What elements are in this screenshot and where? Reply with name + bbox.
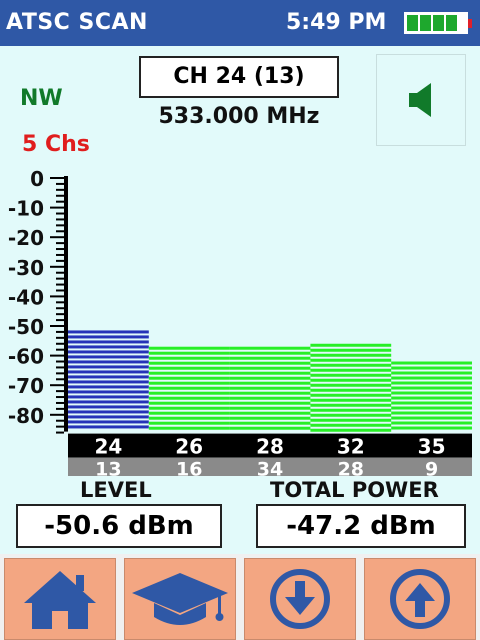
channel-label-26: 26	[175, 435, 203, 459]
y-minor-tick	[56, 271, 64, 274]
secondary-label-32: 28	[338, 459, 364, 476]
frequency-label: 533.000 MHz	[158, 104, 320, 129]
y-tick-label: -20	[8, 226, 44, 250]
bar-ch-32	[310, 343, 392, 432]
y-minor-tick	[56, 407, 64, 410]
y-minor-tick	[56, 342, 64, 345]
y-minor-tick	[56, 425, 64, 428]
y-minor-tick	[56, 419, 64, 422]
secondary-label-24: 13	[95, 459, 121, 476]
graduation-cap-icon	[132, 573, 228, 625]
y-minor-tick	[56, 253, 64, 256]
y-major-tick	[50, 325, 64, 327]
channel-label-32: 32	[337, 435, 365, 459]
bar-ch-24	[68, 330, 149, 429]
scroll-up-button[interactable]	[364, 558, 476, 640]
home-icon	[24, 571, 96, 629]
y-minor-tick	[56, 289, 64, 292]
y-major-tick	[50, 177, 64, 179]
y-minor-tick	[56, 212, 64, 215]
level-label: LEVEL	[80, 478, 152, 502]
y-major-tick	[50, 236, 64, 239]
y-major-tick	[50, 206, 64, 209]
y-minor-tick	[56, 283, 64, 286]
channel-label-28: 28	[256, 435, 284, 459]
secondary-label-26: 16	[176, 459, 202, 476]
y-major-tick	[50, 295, 64, 298]
y-minor-tick	[56, 313, 64, 316]
y-minor-tick	[56, 366, 64, 369]
y-minor-tick	[56, 336, 64, 339]
y-minor-tick	[56, 188, 64, 191]
y-minor-tick	[56, 330, 64, 333]
y-minor-tick	[56, 259, 64, 262]
y-minor-tick	[56, 248, 64, 251]
y-major-tick	[50, 413, 64, 416]
y-tick-label: -80	[8, 404, 44, 428]
direction-label: NW	[20, 86, 63, 111]
channel-level-chart: 0-10-20-30-40-50-60-70-80241326162834322…	[8, 167, 472, 476]
bar-ch-26	[148, 346, 230, 430]
home-button[interactable]	[4, 558, 116, 640]
up-arrow-icon	[390, 569, 450, 629]
secondary-band	[68, 457, 472, 476]
app-title: ATSC SCAN	[6, 10, 148, 35]
y-tick-label: -50	[8, 315, 44, 339]
training-button[interactable]	[124, 558, 236, 640]
y-minor-tick	[56, 200, 64, 203]
channel-count: 5 Chs	[22, 132, 90, 157]
channel-label-35: 35	[418, 435, 446, 459]
y-minor-tick	[56, 242, 64, 245]
battery-icon	[404, 12, 472, 34]
y-minor-tick	[56, 401, 64, 404]
y-major-tick	[50, 384, 64, 387]
bar-ch-35	[391, 361, 472, 430]
y-major-tick	[50, 265, 64, 268]
speaker-button[interactable]	[376, 54, 466, 146]
y-minor-tick	[56, 224, 64, 227]
y-minor-tick	[56, 378, 64, 381]
y-tick-label: -40	[8, 285, 44, 309]
y-minor-tick	[56, 218, 64, 221]
secondary-label-28: 34	[257, 459, 283, 476]
speaker-icon	[409, 83, 431, 117]
y-minor-tick	[56, 372, 64, 375]
y-tick-label: -70	[8, 374, 44, 398]
y-minor-tick	[56, 431, 64, 434]
clock: 5:49 PM	[286, 10, 387, 35]
y-minor-tick	[56, 319, 64, 322]
scroll-down-button[interactable]	[244, 558, 356, 640]
y-minor-tick	[56, 230, 64, 233]
y-minor-tick	[56, 396, 64, 399]
title-bar: ATSC SCAN 5:49 PM	[0, 0, 480, 46]
y-axis-line	[64, 176, 68, 432]
y-tick-label: -60	[8, 345, 44, 369]
y-minor-tick	[56, 194, 64, 197]
y-minor-tick	[56, 182, 64, 185]
level-value: -50.6 dBm	[16, 504, 222, 548]
channel-band	[68, 433, 472, 458]
down-arrow-icon	[270, 569, 330, 629]
footer-bar	[0, 554, 480, 640]
total-power-value: -47.2 dBm	[256, 504, 466, 548]
y-major-tick	[50, 354, 64, 357]
y-minor-tick	[56, 307, 64, 310]
secondary-label-35: 9	[425, 459, 438, 476]
channel-label[interactable]: CH 24 (13)	[139, 56, 339, 98]
y-minor-tick	[56, 390, 64, 393]
channel-label-24: 24	[94, 435, 122, 459]
total-power-label: TOTAL POWER	[270, 478, 439, 502]
y-tick-label: -30	[8, 256, 44, 280]
y-tick-label: -10	[8, 197, 44, 221]
y-minor-tick	[56, 360, 64, 363]
bar-ch-28	[229, 346, 311, 430]
y-tick-label: 0	[30, 167, 44, 191]
y-minor-tick	[56, 301, 64, 304]
y-minor-tick	[56, 277, 64, 280]
y-minor-tick	[56, 348, 64, 351]
